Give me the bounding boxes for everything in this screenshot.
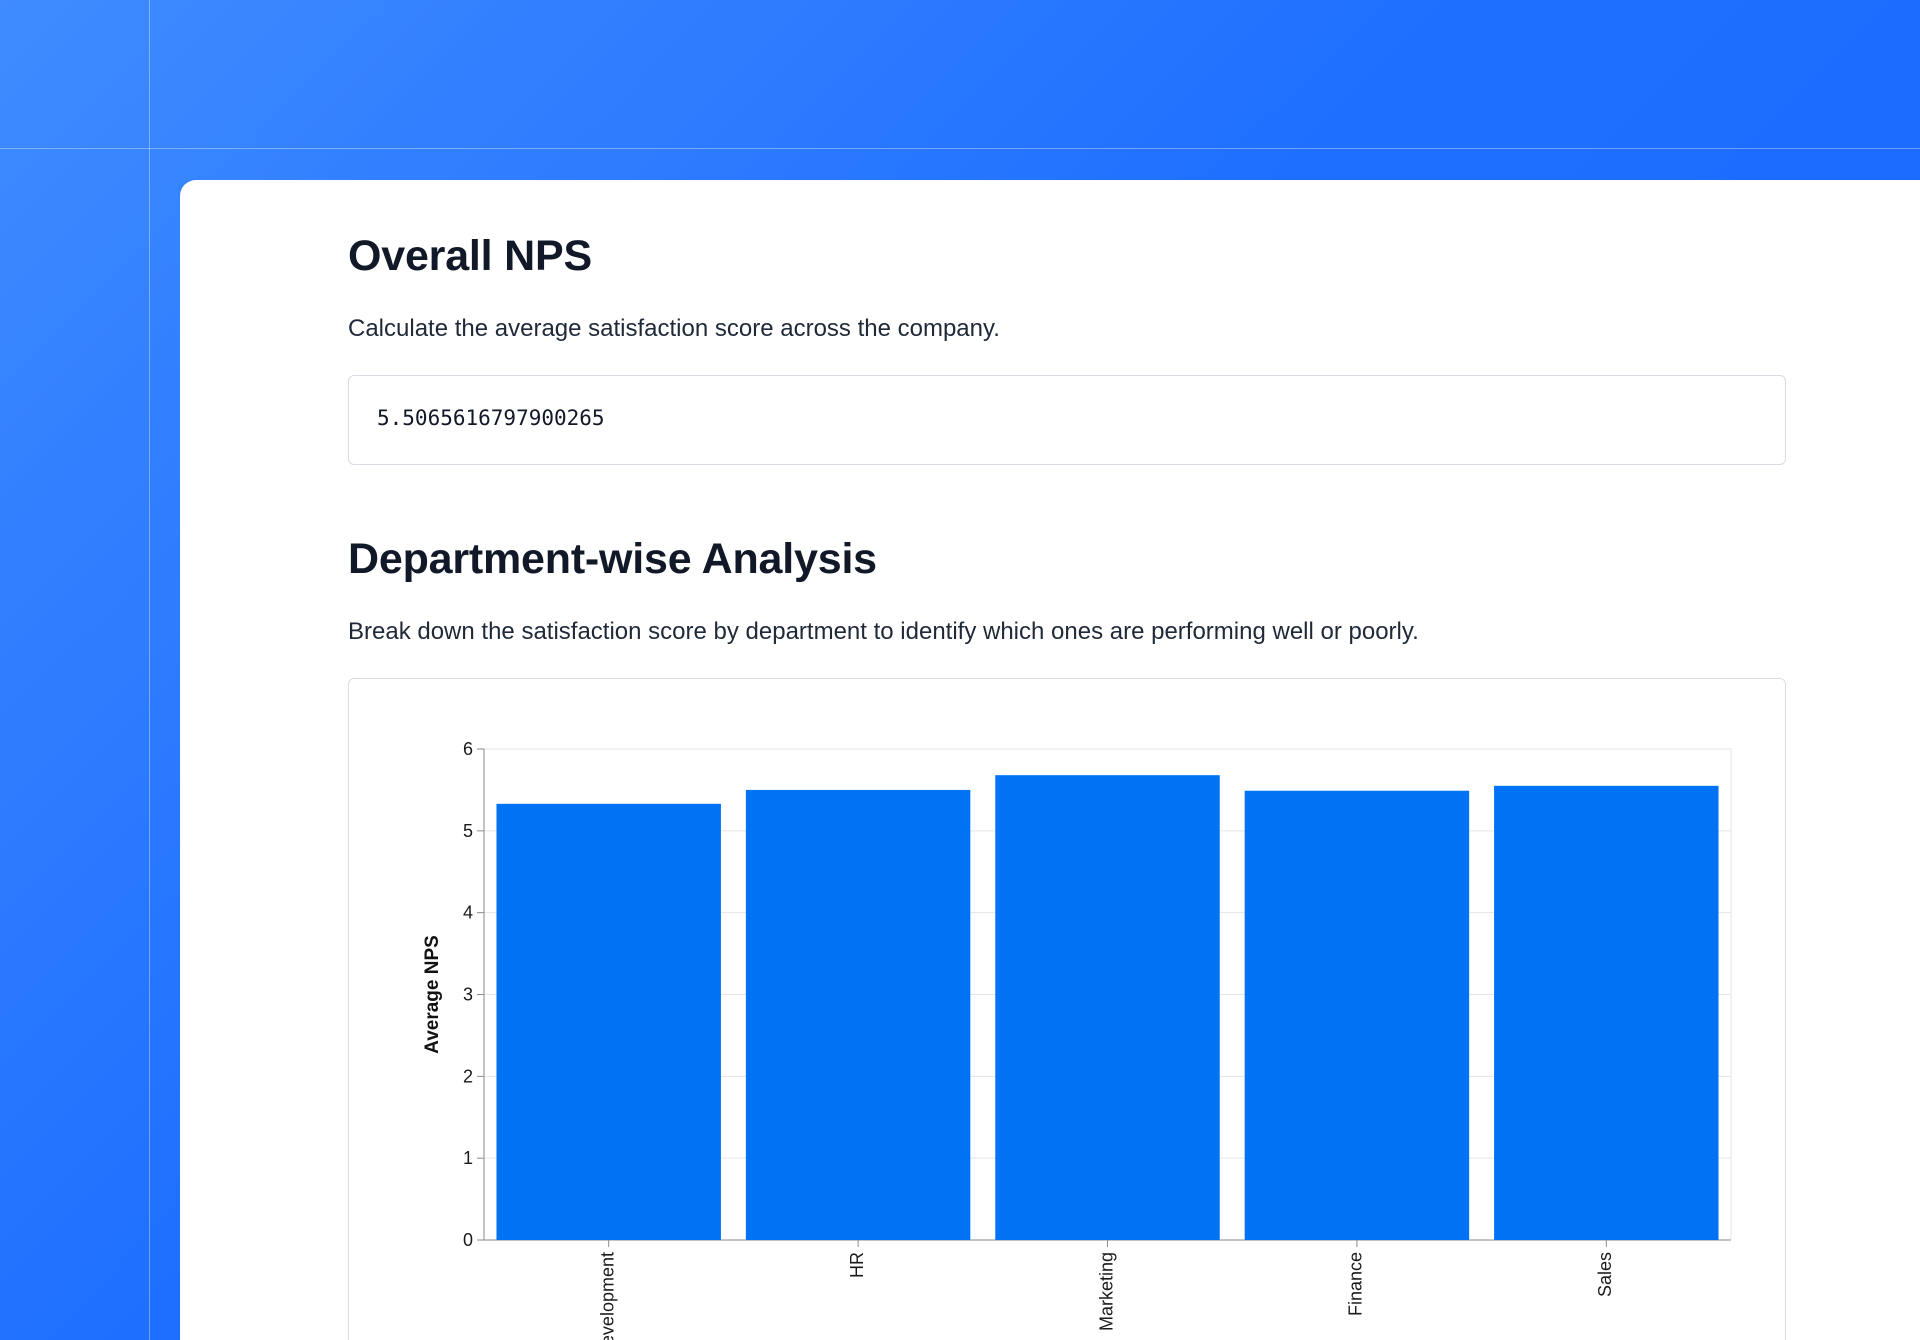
bar-development	[496, 803, 721, 1240]
department-bar-chart: 0 1 2 3 4 5 6 Development HR Marketing Finance Sale…	[422, 739, 1732, 1340]
guide-line-vertical	[149, 0, 150, 1340]
overall-nps-description: Calculate the average satisfaction score…	[348, 315, 1000, 342]
guide-line-horizontal	[0, 148, 1920, 149]
department-analysis-title: Department-wise Analysis	[348, 535, 877, 583]
y-tick-label: 2	[463, 1066, 473, 1086]
y-axis-title: Average NPS	[422, 935, 443, 1054]
department-analysis-description: Break down the satisfaction score by dep…	[348, 618, 1419, 645]
x-tick-label: Finance	[1346, 1252, 1366, 1316]
overall-nps-title: Overall NPS	[348, 232, 592, 280]
overall-nps-value: 5.5065616797900265	[377, 406, 605, 430]
y-tick-label: 4	[463, 903, 473, 923]
notebook-card: Overall NPS Calculate the average satisf…	[180, 180, 1920, 1340]
x-tick-label: Sales	[1595, 1252, 1615, 1297]
department-chart-container: 0 1 2 3 4 5 6 Development HR Marketing Finance Sale…	[348, 678, 1786, 1340]
y-tick-label: 0	[463, 1230, 473, 1250]
x-tick-label: Marketing	[1096, 1252, 1116, 1331]
y-tick-label: 6	[463, 739, 473, 759]
overall-nps-output: 5.5065616797900265	[348, 375, 1786, 465]
y-tick-label: 5	[463, 821, 473, 841]
y-tick-label: 1	[463, 1148, 473, 1168]
bar-hr	[745, 789, 971, 1240]
bar-finance	[1244, 790, 1470, 1240]
bar-sales	[1494, 785, 1719, 1240]
bar-marketing	[995, 775, 1220, 1240]
y-tick-label: 3	[463, 985, 473, 1005]
x-tick-label: HR	[847, 1252, 867, 1278]
x-tick-label: Development	[597, 1252, 617, 1340]
